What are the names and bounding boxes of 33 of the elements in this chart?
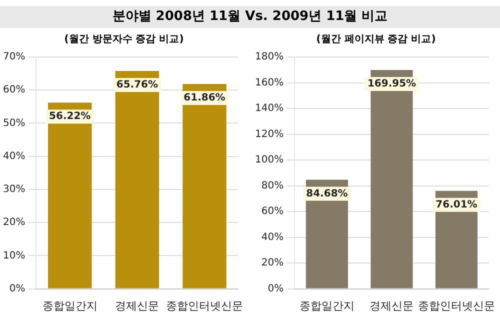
y-tick-label: 60% [2,84,26,96]
x-tick-label: 종합일간지 [42,299,98,312]
y-tick-label: 180% [254,52,284,63]
x-tick-label: 경제신문 [115,299,160,312]
y-tick-label: 0% [268,283,284,294]
x-tick-label: 종합일간지 [299,299,354,312]
data-label: 84.68% [306,188,348,200]
y-tick-label: 40% [2,150,26,162]
chart-subtitle: (월간 방문자수 증감 비교) [63,33,185,47]
y-tick-label: 140% [254,103,284,114]
y-tick-label: 160% [254,77,284,88]
y-tick-label: 120% [254,128,284,140]
data-label: 65.76% [116,80,158,91]
y-tick-label: 30% [2,184,26,196]
y-tick-label: 0% [9,283,26,294]
data-label: 56.22% [49,111,91,122]
data-label: 169.95% [367,78,416,90]
y-tick-label: 80% [261,180,284,192]
x-tick-label: 종합인터넷신문 [166,299,243,312]
y-tick-label: 70% [2,52,26,63]
x-tick-label: 경제신문 [370,299,414,312]
x-tick-label: 종합인터넷신문 [418,299,495,312]
data-label: 76.01% [436,200,478,211]
y-tick-label: 20% [261,258,284,269]
y-tick-label: 40% [261,232,284,243]
data-label: 61.86% [184,92,226,104]
chart-subtitle: (월간 페이지뷰 증감 비교) [315,33,437,47]
chart-title: 분야별 2008년 11월 Vs. 2009년 11월 비교 [0,6,500,28]
y-tick-label: 20% [2,217,26,228]
y-tick-label: 100% [254,154,284,166]
y-tick-label: 60% [261,206,284,218]
y-tick-label: 50% [2,118,26,129]
y-tick-label: 10% [2,250,26,262]
